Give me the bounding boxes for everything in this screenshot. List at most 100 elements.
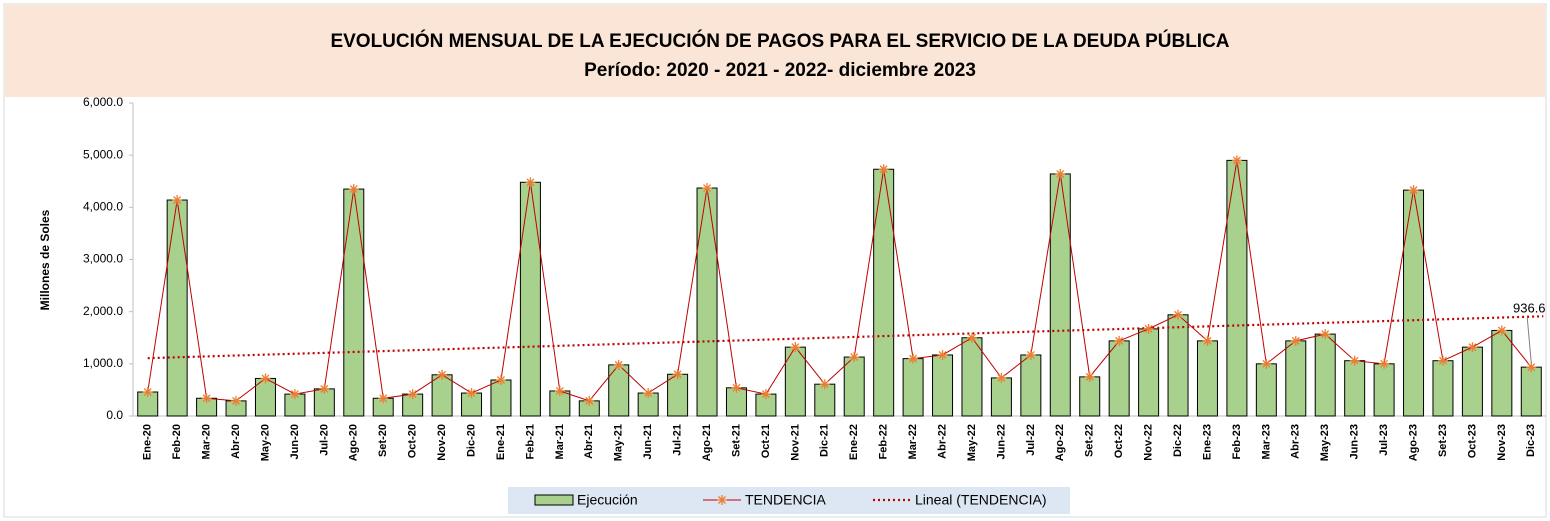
line-marker: [1084, 371, 1095, 382]
trend-line-series: [147, 160, 1532, 402]
line-marker: [819, 379, 830, 390]
marker-stroke: [497, 376, 505, 384]
marker-stroke: [850, 353, 859, 362]
x-tick-label: Dic-20: [465, 424, 477, 457]
x-tick-label: Jun-23: [1349, 424, 1361, 459]
marker-stroke: [718, 496, 726, 504]
x-tick-label: Abr-22: [936, 424, 948, 459]
marker-stroke: [320, 384, 329, 393]
bar: [431, 374, 453, 417]
x-tick-label: Feb-23: [1231, 424, 1243, 459]
marker-stroke: [1497, 326, 1506, 335]
bar: [1373, 363, 1395, 417]
y-tick-label: 2,000.0: [83, 304, 123, 318]
y-tick-label: 3,000.0: [83, 252, 123, 266]
title-band: [5, 5, 1545, 97]
line-marker: [231, 395, 242, 406]
marker-stroke: [879, 165, 888, 174]
line-marker: [1025, 349, 1036, 360]
line-marker: [1114, 335, 1125, 346]
bar: [696, 187, 718, 417]
x-tick-label: Mar-21: [554, 424, 566, 459]
marker-stroke: [1409, 186, 1418, 195]
y-tick-label: 0.0: [106, 408, 123, 422]
line-marker: [613, 359, 624, 370]
x-tick-label: Oct-23: [1466, 424, 1478, 458]
line-marker: [672, 369, 683, 380]
line-marker: [142, 387, 153, 398]
line-marker: [996, 372, 1007, 383]
line-marker: [1173, 309, 1184, 320]
x-tick-label: Set-20: [377, 424, 389, 457]
x-tick-label: Ene-22: [848, 424, 860, 460]
marker-stroke: [290, 390, 299, 399]
legend-label: Lineal (TENDENCIA): [915, 492, 1046, 508]
bar: [1403, 189, 1425, 417]
x-tick-label: Ago-20: [348, 424, 360, 461]
line-marker: [1349, 355, 1360, 366]
line-marker: [643, 388, 654, 399]
x-tick-label: Jun-22: [995, 424, 1007, 459]
bar: [1520, 366, 1542, 417]
x-tick-label: Dic-22: [1172, 424, 1184, 457]
x-tick-label: Set-21: [730, 424, 742, 457]
marker-stroke: [761, 390, 770, 399]
marker-stroke: [1468, 343, 1477, 352]
line-marker: [1055, 168, 1066, 179]
x-tick-label: Oct-20: [407, 424, 419, 458]
line-marker: [172, 195, 183, 206]
marker-stroke: [408, 390, 417, 399]
marker-stroke: [1174, 310, 1182, 319]
bar: [1432, 360, 1454, 417]
bar: [1020, 354, 1042, 417]
line-marker: [348, 184, 359, 195]
bar: [1196, 340, 1218, 417]
marker-stroke: [644, 389, 653, 398]
marker-stroke: [1203, 336, 1212, 345]
bar: [902, 358, 924, 417]
line-marker: [584, 395, 595, 406]
bar: [1344, 360, 1366, 417]
x-tick-label: Jun-20: [289, 424, 301, 459]
x-tick-label: Set-23: [1437, 424, 1449, 457]
x-tick-label: Mar-23: [1260, 424, 1272, 459]
bar: [166, 199, 188, 417]
marker-stroke: [379, 394, 388, 403]
line-marker: [260, 373, 271, 384]
line-marker: [437, 369, 448, 380]
line-marker: [319, 383, 330, 394]
line-marker: [466, 388, 477, 399]
x-tick-label: Jul-20: [318, 424, 330, 456]
marker-stroke: [143, 388, 152, 396]
x-tick-label: Mar-20: [201, 424, 213, 459]
x-tick-label: Jul-23: [1378, 424, 1390, 456]
y-tick-label: 1,000.0: [83, 356, 123, 370]
line-marker: [878, 164, 889, 175]
marker-stroke: [1144, 324, 1153, 333]
x-tick-label: Mar-22: [907, 424, 919, 459]
x-tick-label: Oct-21: [760, 424, 772, 458]
bar: [932, 354, 954, 417]
x-tick-label: Dic-23: [1525, 424, 1537, 457]
marker-stroke: [1350, 356, 1359, 365]
line-marker: [1408, 185, 1419, 196]
line-marker: [495, 375, 506, 386]
marker-stroke: [673, 370, 682, 379]
bar: [667, 373, 689, 417]
x-tick-label: Feb-22: [878, 424, 890, 459]
x-tick-label: Jul-22: [1025, 424, 1037, 456]
x-tick-label: May-23: [1319, 424, 1331, 461]
bar: [1491, 329, 1513, 417]
legend-label: TENDENCIA: [745, 492, 827, 508]
marker-stroke: [997, 373, 1006, 382]
line-marker: [1290, 335, 1301, 346]
marker-stroke: [232, 396, 240, 405]
line-marker: [407, 389, 418, 400]
bar: [1461, 346, 1483, 417]
marker-stroke: [968, 333, 976, 342]
line-marker: [1437, 355, 1448, 366]
line-marker: [525, 177, 536, 188]
legend-label: Ejecución: [577, 492, 638, 508]
bar: [1226, 159, 1248, 417]
x-tick-label: May-22: [966, 424, 978, 461]
